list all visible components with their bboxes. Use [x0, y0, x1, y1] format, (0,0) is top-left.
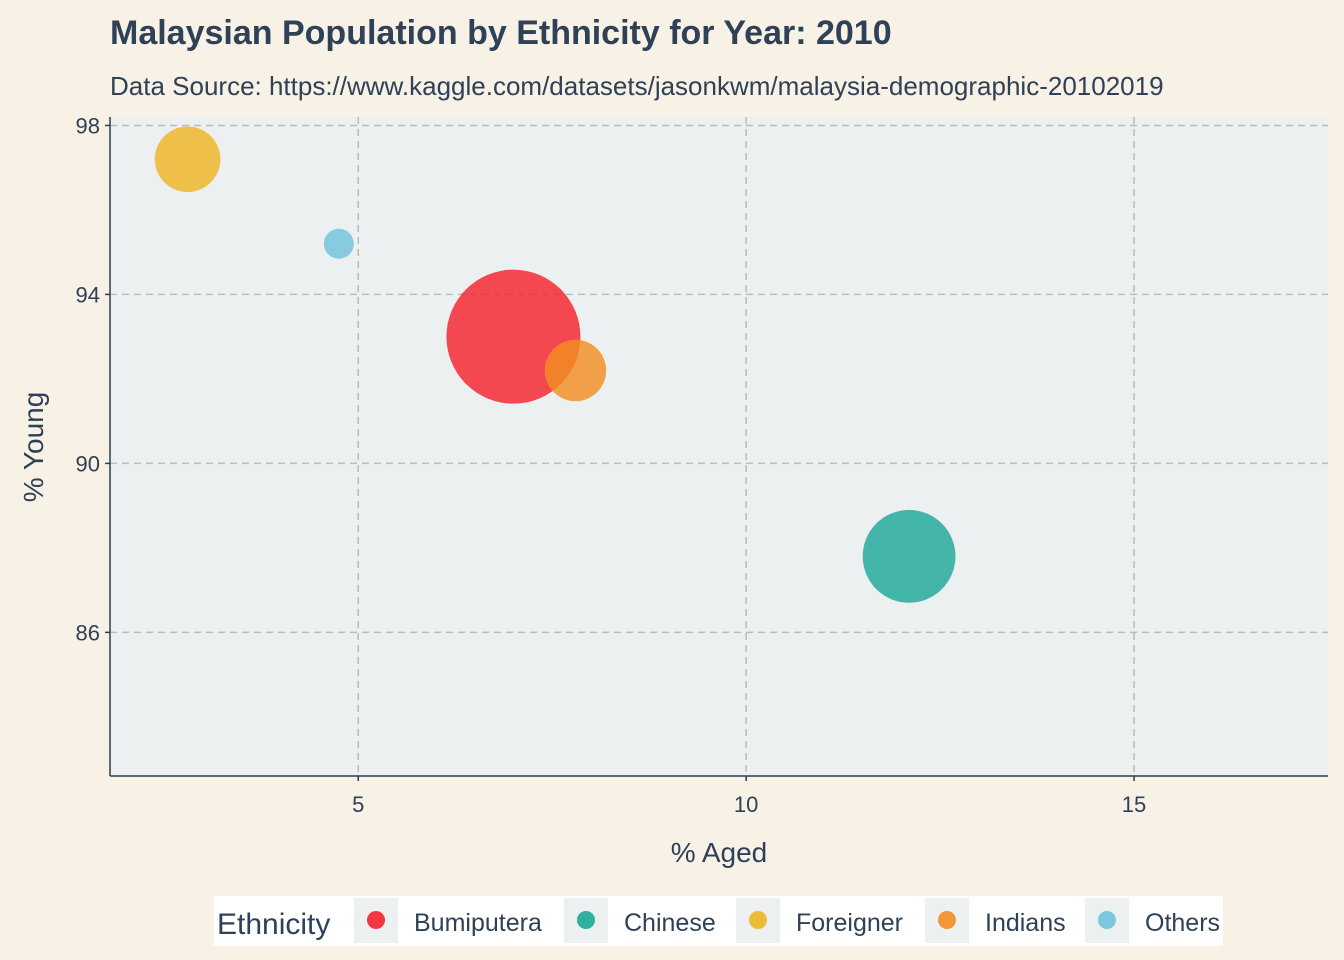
axes — [109, 117, 1328, 777]
tick-labels: 5 10 15 86 90 94 98 — [76, 113, 1147, 817]
bubble-others — [323, 228, 354, 259]
bubble-foreigner — [154, 126, 221, 193]
legend-swatch-others — [1098, 911, 1116, 929]
bubble-indians — [544, 339, 607, 402]
bubble-layer — [154, 126, 956, 603]
grid-lines — [110, 117, 1328, 776]
legend-label-bumiputera: Bumiputera — [414, 909, 542, 937]
legend-label-chinese: Chinese — [624, 909, 716, 937]
legend-swatch-foreigner — [749, 911, 767, 929]
chart-subtitle: Data Source: https://www.kaggle.com/data… — [110, 71, 1164, 101]
x-tick-label: 10 — [734, 792, 758, 817]
y-tick-label: 94 — [76, 282, 100, 307]
legend-items: Bumiputera Chinese Foreigner Indians Others — [354, 898, 1220, 943]
y-tick-label: 86 — [76, 620, 100, 645]
y-tick-label: 90 — [76, 451, 100, 476]
chart-title: Malaysian Population by Ethnicity for Ye… — [110, 14, 892, 52]
bubble-chinese — [862, 509, 956, 603]
legend-swatch-indians — [938, 911, 956, 929]
legend-label-indians: Indians — [985, 909, 1066, 937]
x-tick-label: 15 — [1122, 792, 1146, 817]
plot-panel — [110, 117, 1328, 776]
x-tick-label: 5 — [352, 792, 364, 817]
legend-label-foreigner: Foreigner — [796, 909, 903, 937]
y-tick-label: 98 — [76, 113, 100, 138]
legend-title: Ethnicity — [217, 908, 330, 941]
y-axis-title: % Young — [18, 392, 49, 503]
legend-swatch-chinese — [577, 911, 595, 929]
legend-label-others: Others — [1145, 909, 1220, 937]
x-axis-title: % Aged — [671, 837, 768, 868]
legend-swatch-bumiputera — [367, 911, 385, 929]
